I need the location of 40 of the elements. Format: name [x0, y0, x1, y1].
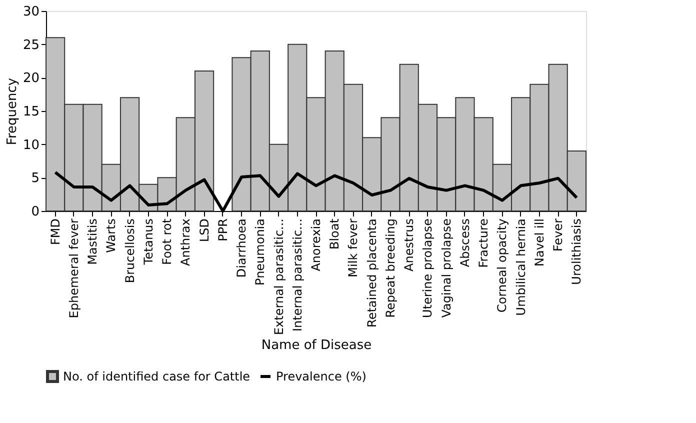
x-tick-label: Warts	[104, 218, 118, 253]
x-tick-label: Ephemeral fever	[66, 218, 81, 318]
y-axis-title: Frequency	[4, 78, 20, 146]
x-tick-label: Fever	[551, 218, 566, 252]
x-tick-label: Uterine prolapse	[420, 218, 435, 318]
x-tick-label: Urolithiasis	[570, 218, 584, 285]
x-tick-label: LSD	[197, 218, 212, 242]
x-tick-label: Diarrhoea	[234, 218, 249, 278]
x-tick-label: Repeat breeding	[383, 218, 398, 318]
x-tick-label: Brucellosis	[122, 218, 137, 284]
y-tick-label: 25	[22, 38, 40, 53]
x-tick-label: Vaginal prolapse	[439, 218, 454, 318]
x-axis-title: Name of Disease	[261, 338, 372, 354]
x-tick-label: Anorexia	[309, 218, 323, 272]
y-tick-label: 0	[31, 204, 40, 220]
x-tick-label: Internal parasitic...	[290, 218, 304, 332]
x-tick-label: Pneumonia	[253, 218, 268, 286]
y-tick-label: 10	[22, 138, 40, 153]
x-tick-label: Abscess	[458, 218, 472, 268]
x-tick-label: External parasitic...	[272, 218, 286, 336]
y-tick-label: 30	[22, 4, 40, 20]
x-tick-label: Fracture	[476, 218, 491, 268]
x-tick-label: Retained placenta	[364, 218, 379, 328]
legend-label: Prevalence (%)	[276, 370, 366, 384]
legend-label: No. of identified case for Cattle	[63, 370, 250, 384]
x-tick-label: Navel ill	[532, 218, 546, 266]
x-tick-label: Tetanus	[141, 218, 156, 266]
x-tick-label: Umbilical hernia	[514, 218, 528, 316]
y-tick-label: 5	[31, 171, 40, 186]
x-tick-label: Milk fever	[346, 218, 360, 278]
y-tick-label: 15	[22, 104, 40, 120]
x-tick-label: Mastitis	[86, 218, 100, 265]
x-tick-label: Corneal opacity	[495, 218, 510, 312]
x-tick-label: Anthrax	[178, 218, 193, 266]
y-tick-label: 20	[22, 71, 40, 86]
x-tick-label: PPR	[216, 218, 230, 242]
x-tick-label: Bloat	[328, 218, 342, 250]
x-tick-label: FMD	[48, 218, 62, 245]
x-tick-label: Anestrus	[402, 218, 416, 272]
x-tick-label: Foot rot	[160, 218, 174, 265]
